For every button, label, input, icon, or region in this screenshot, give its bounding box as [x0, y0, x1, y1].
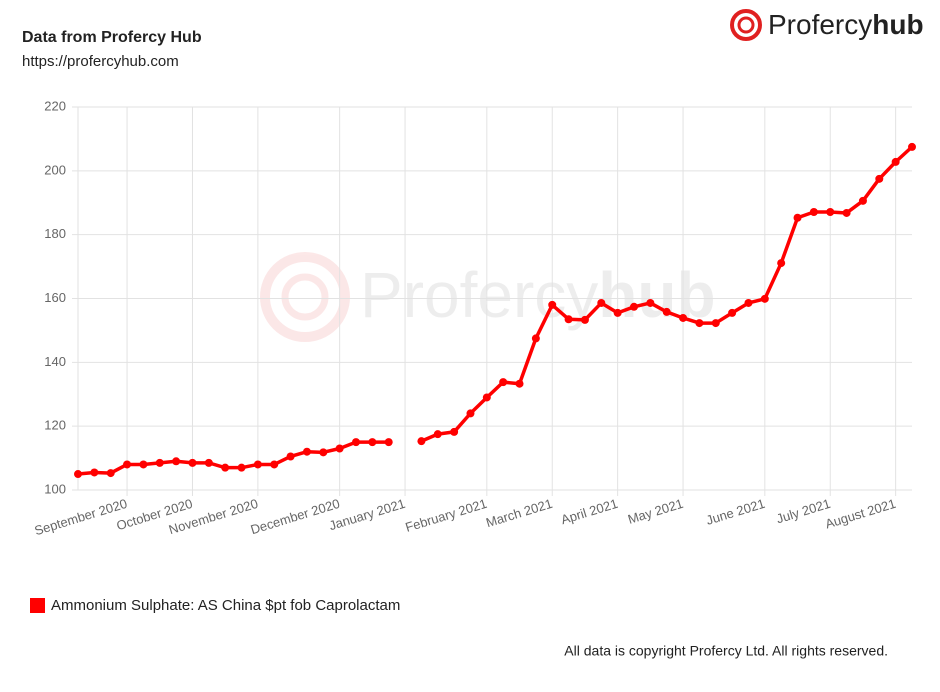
data-point	[891, 157, 900, 166]
y-tick-label: 200	[44, 162, 66, 177]
x-tick-label: December 2020	[249, 496, 342, 537]
x-tick-label: June 2021	[704, 496, 766, 528]
data-point	[662, 307, 671, 316]
data-point	[597, 298, 606, 307]
logo-icon	[730, 9, 762, 41]
data-point	[744, 298, 753, 307]
data-point	[809, 208, 818, 217]
x-tick-label: February 2021	[403, 496, 488, 535]
data-point	[270, 460, 279, 469]
y-tick-label: 180	[44, 226, 66, 241]
data-point	[106, 469, 115, 478]
data-point	[711, 319, 720, 328]
logo: Profercyhub	[730, 9, 924, 41]
data-point	[679, 313, 688, 322]
data-point	[433, 430, 442, 439]
data-point	[580, 315, 589, 324]
data-point	[548, 300, 557, 309]
footer: All data is copyright Profercy Ltd. All …	[564, 643, 888, 659]
watermark: Profercyhub	[260, 252, 716, 342]
watermark-icon	[281, 273, 329, 321]
data-point	[302, 447, 311, 456]
y-tick-label: 100	[44, 481, 66, 496]
data-point	[90, 468, 99, 477]
logo-main: Profercy	[768, 9, 872, 40]
data-point	[728, 308, 737, 317]
data-point	[172, 457, 181, 466]
y-tick-label: 140	[44, 354, 66, 369]
data-point	[286, 452, 295, 461]
data-point	[760, 294, 769, 303]
data-point	[139, 460, 148, 469]
watermark-icon	[260, 252, 350, 342]
data-point	[221, 463, 230, 472]
data-point	[515, 379, 524, 388]
data-point	[74, 470, 82, 479]
data-point	[842, 208, 851, 217]
data-point	[466, 409, 475, 418]
legend-label[interactable]: Ammonium Sulphate: AS China $pt fob Capr…	[51, 597, 400, 614]
data-point	[875, 174, 884, 183]
data-point	[793, 213, 802, 222]
data-point	[253, 460, 262, 469]
y-tick-label: 120	[44, 418, 66, 433]
x-tick-label: January 2021	[327, 496, 407, 533]
data-point	[204, 458, 213, 467]
data-point	[858, 196, 867, 205]
x-tick-label: May 2021	[626, 496, 685, 527]
data-point	[155, 458, 164, 467]
x-tick-label: August 2021	[823, 496, 897, 532]
data-point	[908, 142, 916, 151]
x-tick-label: April 2021	[559, 496, 619, 527]
data-point	[613, 308, 622, 317]
x-tick-label: September 2020	[33, 496, 129, 538]
logo-icon	[737, 16, 755, 34]
data-point	[531, 334, 540, 343]
data-point	[482, 393, 491, 402]
data-point	[564, 315, 573, 324]
watermark-text: Profercyhub	[360, 259, 716, 331]
data-point	[352, 438, 360, 447]
data-point	[777, 259, 786, 268]
data-point	[499, 378, 508, 387]
data-point	[695, 319, 704, 328]
header-title: Data from Profercy Hub	[22, 29, 202, 46]
legend-swatch	[30, 598, 45, 613]
data-point	[826, 208, 835, 217]
watermark-main: Profercy	[360, 259, 598, 331]
x-tick-label: March 2021	[484, 496, 554, 530]
data-point	[384, 438, 393, 447]
data-point	[630, 302, 638, 311]
data-point	[188, 458, 197, 467]
data-point	[368, 438, 377, 447]
logo-text: Profercyhub	[768, 9, 924, 40]
logo-bold: hub	[872, 9, 923, 40]
data-point	[335, 444, 344, 453]
data-point	[319, 448, 328, 457]
header-url[interactable]: https://profercyhub.com	[22, 53, 179, 70]
data-point	[237, 463, 246, 472]
x-tick-label: July 2021	[775, 496, 833, 527]
data-point	[123, 460, 132, 469]
y-tick-label: 220	[44, 98, 66, 113]
data-point	[417, 437, 426, 446]
data-point	[450, 427, 459, 436]
data-point	[646, 298, 655, 307]
y-tick-label: 160	[44, 290, 66, 305]
